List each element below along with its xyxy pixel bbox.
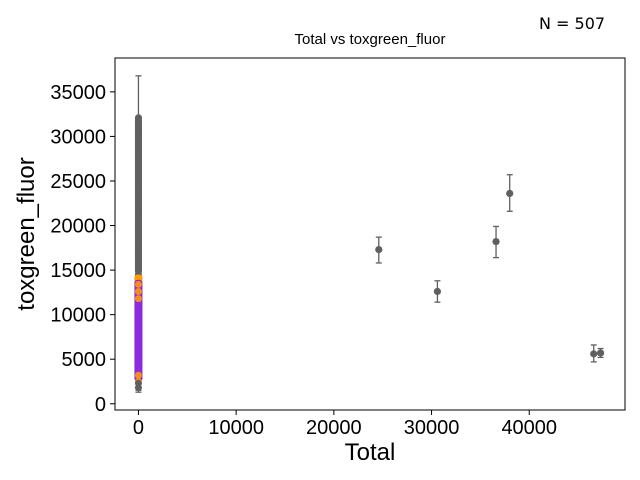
data-point <box>134 258 142 266</box>
data-point <box>134 196 142 204</box>
data-point <box>590 350 598 358</box>
y-tick-label: 20000 <box>50 216 106 238</box>
y-tick-label: 30000 <box>50 126 106 148</box>
data-point <box>134 158 142 166</box>
y-axis: 0 5000 10000 15000 20000 25000 30000 35000 <box>50 82 115 416</box>
x-axis-label: Total <box>345 439 396 466</box>
sample-size-label: N = 507 <box>539 14 606 33</box>
data-point <box>134 189 142 197</box>
data-point <box>134 140 142 148</box>
data-point <box>134 146 142 154</box>
data-point <box>134 133 142 141</box>
y-axis-label: toxgreen_fluor <box>13 157 40 310</box>
chart-title: Total vs toxgreen_fluor <box>295 31 446 48</box>
data-point <box>134 165 142 173</box>
plot-area <box>134 75 605 393</box>
data-point <box>134 287 142 295</box>
data-point <box>375 245 383 254</box>
zero-column-purple-points <box>134 279 143 382</box>
x-tick-label: 20000 <box>306 417 362 439</box>
data-point <box>134 202 142 210</box>
y-tick-label: 15000 <box>50 260 106 282</box>
data-point <box>134 371 142 379</box>
data-point <box>134 233 142 241</box>
data-point <box>134 121 142 129</box>
data-point <box>134 152 142 160</box>
data-point <box>134 379 142 387</box>
x-tick-label: 30000 <box>404 417 460 439</box>
data-point <box>134 246 142 254</box>
data-point <box>134 221 142 229</box>
data-point <box>134 295 142 303</box>
data-point <box>134 127 142 135</box>
data-point <box>134 171 142 179</box>
data-point <box>134 280 142 288</box>
plot-frame <box>114 57 626 411</box>
data-point <box>596 349 605 357</box>
data-point <box>492 237 500 246</box>
x-axis: 0 10000 20000 30000 40000 <box>133 410 557 439</box>
y-tick-label: 35000 <box>50 82 106 104</box>
x-tick-label: 10000 <box>208 417 264 439</box>
data-point <box>134 264 142 272</box>
data-point <box>134 177 142 185</box>
data-point <box>506 189 514 198</box>
data-point <box>134 114 142 122</box>
x-tick-label: 0 <box>133 417 144 439</box>
y-tick-label: 5000 <box>62 349 107 371</box>
data-point <box>433 287 442 296</box>
data-point <box>134 208 142 216</box>
data-point <box>134 227 142 235</box>
data-point <box>134 183 142 191</box>
data-point <box>134 239 142 247</box>
y-tick-label: 0 <box>95 394 106 416</box>
y-tick-label: 10000 <box>50 305 106 327</box>
data-point <box>134 252 142 260</box>
y-tick-label: 25000 <box>50 171 106 193</box>
data-point <box>134 214 142 222</box>
x-tick-label: 40000 <box>501 417 557 439</box>
